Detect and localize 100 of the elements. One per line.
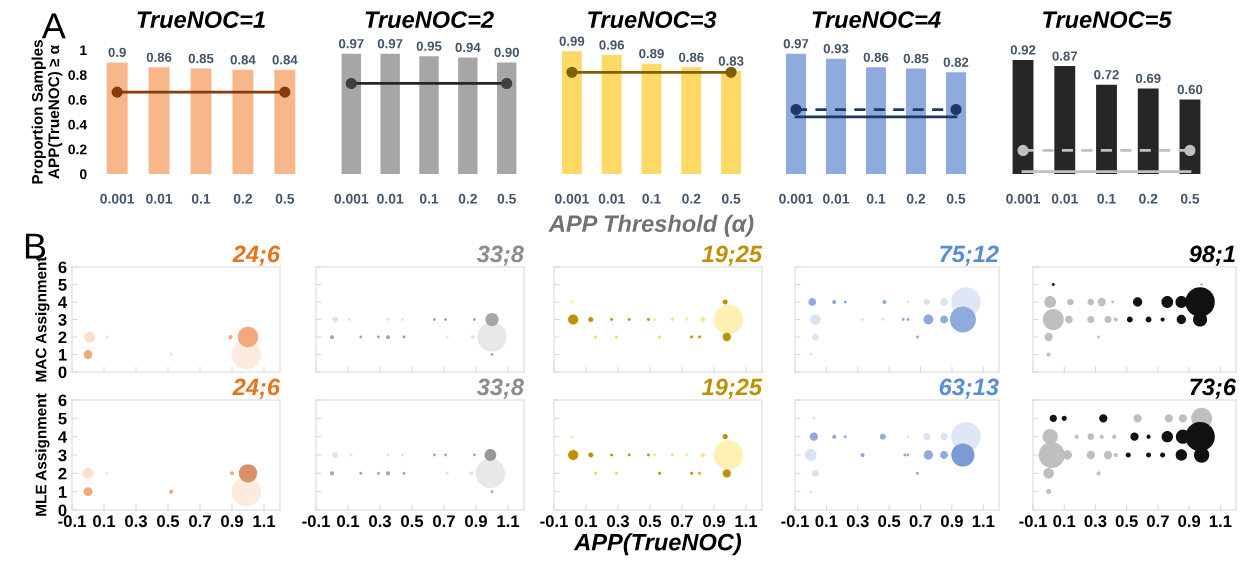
x-tick-label: -0.1 — [540, 515, 568, 528]
y-tick-label: 6 — [58, 261, 67, 274]
x-tick-label: -0.1 — [302, 515, 330, 528]
text: A — [41, 13, 66, 39]
x-tick-label: -0.1 — [58, 515, 86, 528]
x-tick-label: 0.3 — [607, 515, 629, 528]
x-tick-label: 0.1 — [93, 515, 116, 528]
x-tick-label: 0.2 — [458, 193, 477, 204]
data-label: 0.82 — [943, 57, 969, 67]
bar — [1096, 84, 1117, 174]
chart-title: 24;6 — [232, 378, 281, 399]
data-label: 0.93 — [823, 43, 849, 54]
chart-title: 19;25 — [702, 378, 763, 399]
data-label: 0.69 — [1135, 73, 1161, 84]
y-tick-label: 5 — [58, 412, 67, 425]
chart-title: 63;13 — [939, 378, 999, 399]
x-tick-label: 1.1 — [497, 515, 520, 527]
x-tick-label: 0.9 — [703, 515, 725, 528]
y-tick-label: 2 — [58, 331, 67, 344]
y-axis-title: MLE Assignment — [35, 393, 50, 516]
chart-title: TrueNOC=3 — [588, 11, 717, 29]
y-tick-label: 1 — [80, 45, 87, 56]
x-tick-label: 1.1 — [253, 515, 276, 527]
x-tick-label: 0.2 — [1139, 193, 1158, 204]
x-tick-label: 1.1 — [972, 515, 995, 527]
x-tick-label: 0.01 — [823, 193, 850, 204]
data-label: 0.97 — [783, 38, 809, 49]
y-tick-label: 0.8 — [68, 70, 87, 80]
data-label: 0.92 — [1010, 45, 1036, 55]
data-label: 0.84 — [272, 55, 298, 65]
x-tick-label: 0.5 — [1115, 515, 1138, 528]
data-label: 0.89 — [639, 48, 664, 59]
x-tick-label: 0.3 — [846, 515, 869, 528]
data-label: 0.85 — [188, 53, 214, 64]
y-axis-title: Proportion Samples APP(TrueNOC) ≥ α — [31, 40, 63, 184]
x-tick-label: 0.001 — [334, 193, 369, 204]
x-tick-label: 0.1 — [642, 193, 661, 204]
x-tick-label: 0.1 — [337, 515, 360, 528]
chart-title: 73;6 — [1190, 378, 1237, 399]
bar — [1054, 66, 1076, 174]
chart-title: TrueNOC=1 — [137, 11, 265, 29]
x-tick-label: 0.001 — [779, 193, 813, 204]
x-tick-label: 0.5 — [878, 515, 901, 528]
x-tick-label: 0.1 — [866, 193, 886, 204]
x-tick-label: 0.7 — [1147, 515, 1169, 528]
x-tick-label: 0.3 — [125, 515, 147, 528]
bar — [681, 67, 702, 174]
y-tick-label: 0 — [58, 366, 67, 379]
data-label: 0.90 — [494, 47, 519, 58]
chart-title: TrueNOC=2 — [365, 11, 494, 29]
y-tick-label: 5 — [58, 279, 67, 291]
x-tick-label: 0.001 — [100, 193, 135, 204]
x-tick-label: 0.1 — [1053, 515, 1076, 528]
chart-title: 19;25 — [702, 245, 763, 266]
x-tick-label: 0.2 — [233, 193, 253, 204]
data-label: 0.85 — [903, 53, 929, 64]
x-tick-label: 1.1 — [735, 515, 758, 527]
data-label: 0.97 — [338, 38, 364, 49]
y-tick-label: 0.2 — [68, 144, 87, 155]
chart-title: 98;1 — [1189, 245, 1235, 266]
x-tick-label: 1.1 — [1209, 515, 1232, 527]
data-label: 0.95 — [416, 41, 442, 51]
x-tick-label: 0.7 — [671, 515, 693, 528]
y-tick-label: 1 — [58, 486, 67, 498]
x-tick-label: 0.3 — [1084, 515, 1107, 528]
data-label: 0.86 — [863, 52, 889, 62]
data-label: 0.84 — [230, 55, 256, 65]
bar — [1179, 99, 1201, 174]
bar — [906, 68, 926, 174]
x-axis-title: APP(TrueNOC) — [573, 533, 742, 556]
y-tick-label: 3 — [58, 449, 67, 462]
x-tick-label: 0.1 — [1097, 193, 1116, 204]
x-tick-label: 0.7 — [433, 515, 455, 528]
bar — [786, 53, 806, 174]
data-label: 0.86 — [678, 52, 704, 62]
x-tick-label: 0.5 — [401, 515, 424, 528]
data-label: 0.83 — [718, 56, 744, 66]
y-tick-label: 4 — [58, 431, 68, 443]
bar — [601, 54, 622, 174]
y-tick-label: 1 — [58, 349, 67, 361]
y-tick-label: 0.6 — [68, 94, 87, 105]
bar — [826, 58, 846, 174]
bar — [946, 72, 966, 174]
x-tick-label: 0.01 — [377, 193, 404, 204]
x-tick-label: 0.1 — [575, 515, 598, 528]
x-axis-title: APP Threshold (α) — [548, 214, 754, 237]
x-tick-label: 0.1 — [191, 193, 211, 204]
x-tick-label: 0.5 — [1180, 193, 1200, 204]
bar — [561, 51, 582, 174]
x-tick-label: 0.5 — [722, 193, 741, 204]
y-tick-label: 6 — [58, 394, 67, 407]
x-tick-label: 0.2 — [682, 193, 701, 204]
y-tick-label: 4 — [58, 296, 68, 309]
chart-title: 24;6 — [232, 245, 281, 266]
data-label: 0.96 — [599, 40, 625, 50]
x-tick-label: 0.01 — [1051, 193, 1078, 204]
data-label: 0.94 — [455, 42, 481, 53]
x-tick-label: 0.01 — [146, 193, 173, 204]
x-tick-label: 0.001 — [1006, 193, 1041, 204]
chart-title: 33;8 — [476, 245, 524, 266]
